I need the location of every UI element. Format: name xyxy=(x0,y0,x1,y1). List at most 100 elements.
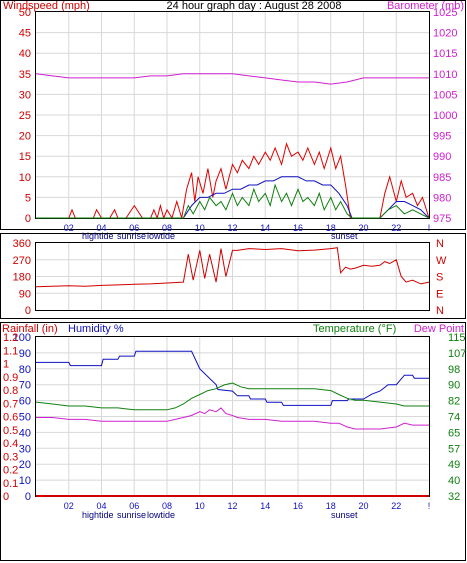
humidity-tick-label: 10 xyxy=(19,475,31,487)
dewpoint-axis-label: Dew Point xyxy=(414,323,464,335)
humidity-tick-label: 0 xyxy=(25,491,31,503)
barometer-tick-label: 990 xyxy=(433,151,451,163)
windspeed-tick-label: 35 xyxy=(19,69,31,81)
rainfall-tick-label: 0 xyxy=(3,491,9,503)
hour-tick-label-bottom: 06 xyxy=(129,501,139,511)
rainfall-tick-label: 1.2 xyxy=(3,332,18,344)
rainfall-axis-label: Rainfall (in) xyxy=(2,323,58,335)
windspeed-tick-label: 0 xyxy=(25,213,31,225)
hour-tick-label: 22 xyxy=(391,223,401,233)
temperature-tick-label: 40 xyxy=(448,475,460,487)
dew_point-line xyxy=(36,407,429,430)
sunset-label: sunset xyxy=(331,231,358,241)
temperature-tick-label: 32 xyxy=(448,491,460,503)
compass-tick-label: S xyxy=(436,272,443,284)
hour-tick-label-bottom: 10 xyxy=(195,501,205,511)
hour-tick-label: 14 xyxy=(260,223,270,233)
rainfall-tick-label: 0.1 xyxy=(3,478,18,490)
windspeed-axis-label: Windspeed (mph) xyxy=(3,0,90,12)
rainfall-tick-label: 1 xyxy=(3,359,9,371)
temperature-tick-label: 115 xyxy=(448,332,466,344)
temperature-tick-label: 90 xyxy=(448,380,460,392)
windspeed-tick-label: 25 xyxy=(19,110,31,122)
direction-tick-label: 270 xyxy=(13,255,31,267)
direction-tick-label: 0 xyxy=(25,305,31,317)
sunrise-label-bottom: sunrise xyxy=(117,510,146,520)
humidity-tick-label: 20 xyxy=(19,459,31,471)
temperature-tick-label: 49 xyxy=(448,459,460,471)
temperature-tick-label: 82 xyxy=(448,396,460,408)
temperature-tick-label: 57 xyxy=(448,443,460,455)
windspeed-tick-label: 10 xyxy=(19,172,31,184)
hour-tick-label: 02 xyxy=(64,223,74,233)
humidity-tick-label: 90 xyxy=(19,348,31,360)
hour-tick-label-bottom: 12 xyxy=(227,501,237,511)
barometer-tick-label: 975 xyxy=(433,213,451,225)
hour-tick-label: 08 xyxy=(162,223,172,233)
rainfall-tick-label: 0.5 xyxy=(3,425,18,437)
rainfall-tick-label: 0.9 xyxy=(3,372,18,384)
hour-tick-label: 16 xyxy=(293,223,303,233)
hour-tick-label-bottom: 14 xyxy=(260,501,270,511)
rainfall-tick-label: 0.8 xyxy=(3,385,18,397)
hightide-label: hightide xyxy=(82,231,114,241)
direction-tick-label: 360 xyxy=(13,238,31,250)
humidity-tick-label: 70 xyxy=(19,380,31,392)
barometer-tick-label: 1015 xyxy=(433,48,457,60)
direction-tick-label: 90 xyxy=(19,288,31,300)
temperature-tick-label: 107 xyxy=(448,348,466,360)
humidity-tick-label: 100 xyxy=(13,332,31,344)
barometer-tick-label: 1020 xyxy=(433,28,457,40)
sunrise-label: sunrise xyxy=(117,231,146,241)
temperature-tick-label: 74 xyxy=(448,412,460,424)
compass-tick-label: N xyxy=(436,305,444,317)
temperature-axis-label: Temperature (°F) xyxy=(313,323,396,335)
sunset-label-bottom: sunset xyxy=(331,510,358,520)
temperature-line xyxy=(35,382,429,411)
compass-tick-label: E xyxy=(436,288,443,300)
hour-tick-label-bottom: 20 xyxy=(358,501,368,511)
humidity-tick-label: 60 xyxy=(19,396,31,408)
windspeed-tick-label: 40 xyxy=(19,48,31,60)
rainfall-tick-label: 1.1 xyxy=(3,345,18,357)
series-lines xyxy=(35,73,430,497)
temperature-tick-label: 65 xyxy=(448,427,460,439)
barometer-tick-label: 1010 xyxy=(433,69,457,81)
barometer-tick-label: 980 xyxy=(433,192,451,204)
barometer-axis-label: Barometer (mb) xyxy=(387,0,464,12)
rainfall-tick-label: 0.4 xyxy=(3,438,18,450)
hour-tick-label-bottom: 04 xyxy=(96,501,106,511)
barometer-tick-label: 1000 xyxy=(433,110,457,122)
barometer-line xyxy=(35,73,429,85)
humidity-tick-label: 40 xyxy=(19,427,31,439)
barometer-tick-label: 1025 xyxy=(433,7,457,19)
hour-tick-label-bottom: 22 xyxy=(391,501,401,511)
hour-tick-label: 20 xyxy=(358,223,368,233)
lowtide-label-bottom: lowtide xyxy=(147,510,175,520)
temperature-tick-label: 98 xyxy=(448,364,460,376)
humidity-tick-label: 30 xyxy=(19,443,31,455)
barometer-tick-label: 1005 xyxy=(433,89,457,101)
windspeed-tick-label: 15 xyxy=(19,151,31,163)
barometer-tick-label: 985 xyxy=(433,172,451,184)
windspeed-tick-label: 20 xyxy=(19,131,31,143)
hour-tick-label-bottom: 16 xyxy=(293,501,303,511)
hour-tick-label: 10 xyxy=(195,223,205,233)
hour-tick-label-bottom: ! xyxy=(428,501,431,511)
hour-tick-label: ! xyxy=(428,223,431,233)
windspeed-tick-label: 30 xyxy=(19,89,31,101)
compass-tick-label: N xyxy=(436,238,444,250)
hightide-label-bottom: hightide xyxy=(82,510,114,520)
gust_low-line xyxy=(36,183,430,219)
humidity-tick-label: 80 xyxy=(19,364,31,376)
hour-tick-label-bottom: 08 xyxy=(162,501,172,511)
humidity-line xyxy=(36,350,429,406)
rainfall-tick-label: 0.6 xyxy=(3,412,18,424)
compass-tick-label: W xyxy=(436,255,447,267)
hour-tick-label: 12 xyxy=(227,223,237,233)
rainfall-tick-label: 0.3 xyxy=(3,451,18,463)
hour-tick-label-bottom: 02 xyxy=(64,501,74,511)
tick-labels: 0510152025303540455097598098599099510001… xyxy=(3,7,466,511)
humidity-tick-label: 50 xyxy=(19,412,31,424)
